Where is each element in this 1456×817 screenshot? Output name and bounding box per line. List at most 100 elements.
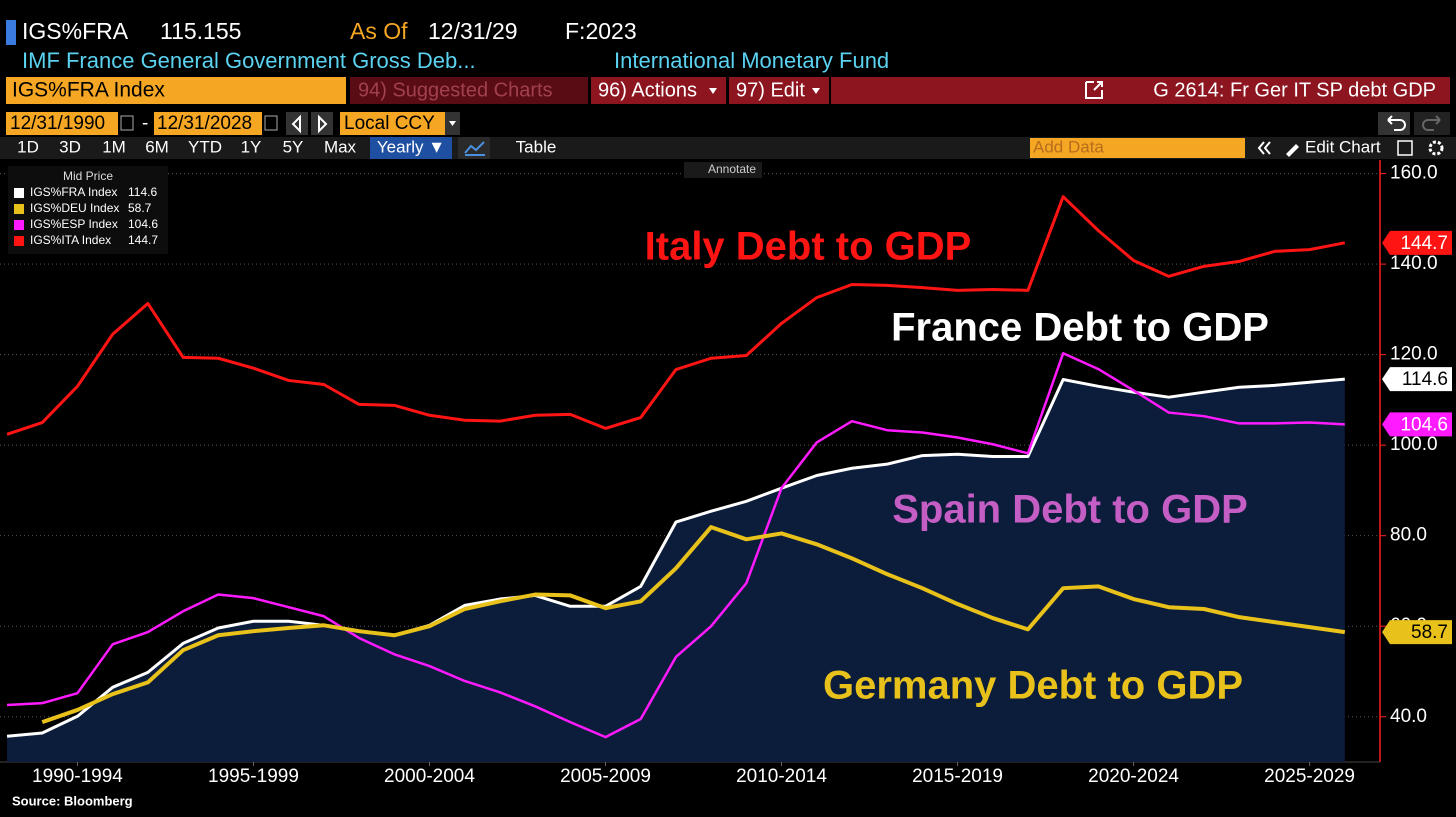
collapse-icon[interactable]: [1257, 141, 1271, 155]
end-date-field[interactable]: [154, 112, 262, 135]
last-value-label: 114.6: [1402, 369, 1448, 390]
undo-icon: [1387, 115, 1406, 131]
actions[interactable]: 96) Actions: [598, 79, 697, 101]
legend: [8, 166, 168, 254]
legend-value: 58.7: [128, 201, 152, 215]
legend-label: IGS%ESP Index: [30, 217, 118, 231]
last-value-badge: [1382, 367, 1452, 392]
annotation: Italy Debt to GDP: [645, 225, 972, 269]
range-button[interactable]: YTD: [188, 137, 222, 156]
end-date[interactable]: 12/31/2028: [157, 113, 252, 134]
legend-label: IGS%FRA Index: [30, 185, 117, 199]
source-name: International Monetary Fund: [614, 48, 889, 73]
range-button[interactable]: 5Y: [283, 137, 304, 156]
period[interactable]: Yearly ▼: [377, 137, 445, 156]
as-of: 12/31/29: [428, 18, 518, 44]
y-tick-label: 160.0: [1390, 163, 1438, 184]
y-tick-label: 80.0: [1390, 525, 1427, 546]
last-value-badge: [1382, 620, 1452, 645]
chart-name: G 2614: Fr Ger IT SP debt GDP: [1153, 79, 1436, 101]
gear-icon[interactable]: [1428, 140, 1444, 156]
legend-swatch: [14, 236, 24, 246]
range-button[interactable]: 1M: [102, 137, 126, 156]
annotate[interactable]: Annotate: [708, 162, 756, 176]
suggested-button[interactable]: [350, 77, 588, 104]
period-button[interactable]: [370, 137, 452, 159]
calendar-icon[interactable]: [120, 115, 134, 131]
range-button[interactable]: 1Y: [241, 137, 262, 156]
dropdown-icon: [812, 88, 820, 94]
add-data[interactable]: Add Data: [1033, 137, 1104, 156]
edit-chart[interactable]: Edit Chart: [1305, 137, 1381, 156]
prev-icon: [291, 114, 301, 134]
legend-swatch: [14, 204, 24, 214]
range-button[interactable]: 6M: [145, 137, 169, 156]
pencil-icon: [1286, 144, 1299, 157]
currency[interactable]: Local CCY: [344, 113, 435, 134]
x-tick-label: 2020-2024: [1088, 766, 1179, 787]
y-tick-label: 140.0: [1390, 253, 1438, 274]
y-tick-label: 100.0: [1390, 434, 1438, 455]
dropdown-icon: [449, 121, 456, 126]
start-date-field[interactable]: [6, 112, 118, 135]
range-button[interactable]: 1D: [17, 137, 39, 156]
line: [6, 352, 1345, 739]
currency-field[interactable]: [340, 112, 460, 135]
next-icon: [318, 114, 328, 134]
y-tick-label: 120.0: [1390, 344, 1438, 365]
dropdown-icon: [709, 88, 717, 94]
security[interactable]: IGS%FRA Index: [12, 79, 165, 102]
legend-label: IGS%DEU Index: [30, 201, 119, 215]
x-tick-label: 2025-2029: [1264, 766, 1355, 787]
range-button[interactable]: Max: [324, 137, 357, 156]
annotation: France Debt to GDP: [891, 306, 1269, 350]
table[interactable]: Table: [516, 137, 557, 156]
chart-icon: [464, 141, 485, 156]
edit[interactable]: 97) Edit: [736, 79, 805, 101]
legend-swatch: [14, 188, 24, 198]
annotation: Spain Debt to GDP: [892, 488, 1248, 532]
security-field[interactable]: [6, 77, 346, 104]
chart-name-bar: [831, 77, 1450, 104]
start-date[interactable]: 12/31/1990: [10, 113, 105, 134]
x-tick-label: 2015-2019: [912, 766, 1003, 787]
actions-button[interactable]: [591, 77, 726, 104]
annotate-button[interactable]: [684, 162, 762, 178]
last-value-label: 104.6: [1400, 414, 1448, 435]
last-value-label: 144.7: [1400, 233, 1448, 254]
add-data-field[interactable]: [1030, 138, 1245, 158]
last-value-badge: [1382, 412, 1452, 437]
line: [41, 525, 1346, 725]
last-value-badge: [1382, 230, 1452, 255]
range-button[interactable]: 3D: [59, 137, 81, 156]
suggested[interactable]: 94) Suggested Charts: [358, 79, 553, 101]
legend-title: Mid Price: [63, 169, 113, 183]
line: [6, 377, 1345, 738]
prev-button[interactable]: [286, 112, 308, 135]
legend-value: 104.6: [128, 217, 158, 231]
last-value-label: 58.7: [1411, 622, 1448, 643]
legend-swatch: [14, 220, 24, 230]
as-of-label: As Of: [350, 18, 408, 44]
x-tick-label: 1995-1999: [208, 766, 299, 787]
redo-button[interactable]: [1414, 112, 1450, 135]
calendar-icon[interactable]: [264, 115, 278, 131]
legend-label: IGS%ITA Index: [30, 233, 111, 247]
edit-button[interactable]: [729, 77, 829, 104]
source: Source: Bloomberg: [12, 793, 133, 808]
settings-edit-icon[interactable]: [1397, 140, 1413, 156]
redo-icon: [1422, 115, 1441, 131]
date-separator: -: [142, 113, 148, 134]
description: IMF France General Government Gross Deb.…: [22, 48, 476, 73]
x-tick-label: 2010-2014: [736, 766, 827, 787]
x-tick-label: 2005-2009: [560, 766, 651, 787]
price: 115.155: [160, 18, 241, 44]
next-button[interactable]: [311, 112, 333, 135]
launch-icon[interactable]: [1085, 81, 1103, 99]
x-tick-label: 2000-2004: [384, 766, 475, 787]
x-tick-label: 1990-1994: [32, 766, 123, 787]
range-buttons: 1D 3D 1M 6M YTD 1Y 5Y Max: [17, 137, 356, 156]
ticker-marker: [6, 20, 16, 45]
